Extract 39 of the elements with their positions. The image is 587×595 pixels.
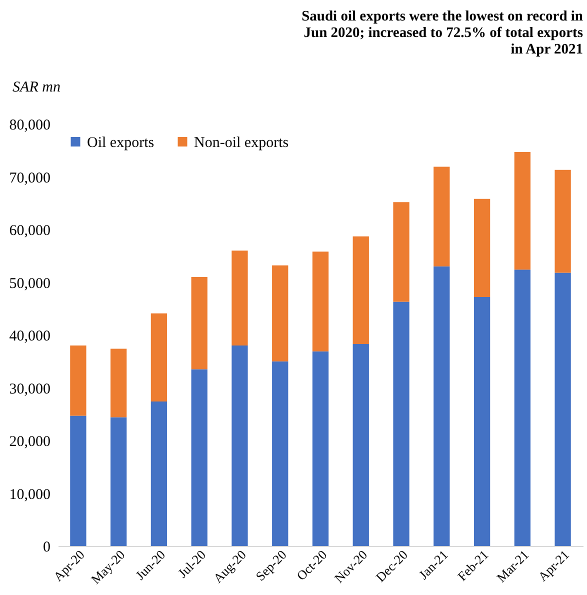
y-tick-label: 70,000 — [9, 170, 50, 186]
bar — [554, 170, 571, 273]
y-tick-label: 60,000 — [9, 223, 50, 239]
bar — [514, 270, 530, 546]
bar — [514, 152, 530, 270]
bar — [191, 276, 208, 370]
bar — [191, 369, 208, 546]
bar — [232, 250, 248, 346]
y-tick-label: 30,000 — [9, 381, 50, 398]
legend-label: Non-oil exports — [194, 134, 289, 151]
y-tick-label: 20,000 — [9, 434, 50, 450]
bar — [393, 302, 410, 546]
bar — [272, 361, 288, 546]
bar — [312, 351, 329, 546]
bar — [150, 401, 168, 546]
bar — [434, 166, 450, 266]
legend-label: Oil exports — [87, 134, 154, 151]
bar — [70, 416, 86, 546]
bar — [474, 198, 490, 298]
bar — [312, 252, 329, 352]
bar — [150, 313, 168, 402]
y-axis-title: SAR mn — [12, 80, 60, 96]
bar — [434, 266, 450, 546]
y-tick-label: 0 — [43, 540, 50, 556]
bar — [554, 272, 571, 546]
bar — [70, 346, 86, 416]
bar — [110, 417, 127, 546]
y-tick-label: 10,000 — [9, 486, 50, 503]
bar — [232, 346, 248, 546]
bar — [272, 265, 288, 362]
y-tick-label: 50,000 — [9, 276, 50, 292]
bar — [352, 344, 369, 546]
chart-title: Saudi oil exports were the lowest on record in Jun 2020; increased to 72.5% of total exports in Apr 2021 — [302, 8, 584, 58]
y-tick-label: 40,000 — [9, 328, 50, 344]
bar — [352, 236, 369, 344]
bar — [474, 297, 490, 546]
bar — [393, 202, 410, 302]
bar — [110, 348, 127, 418]
y-tick-label: 80,000 — [9, 118, 50, 134]
